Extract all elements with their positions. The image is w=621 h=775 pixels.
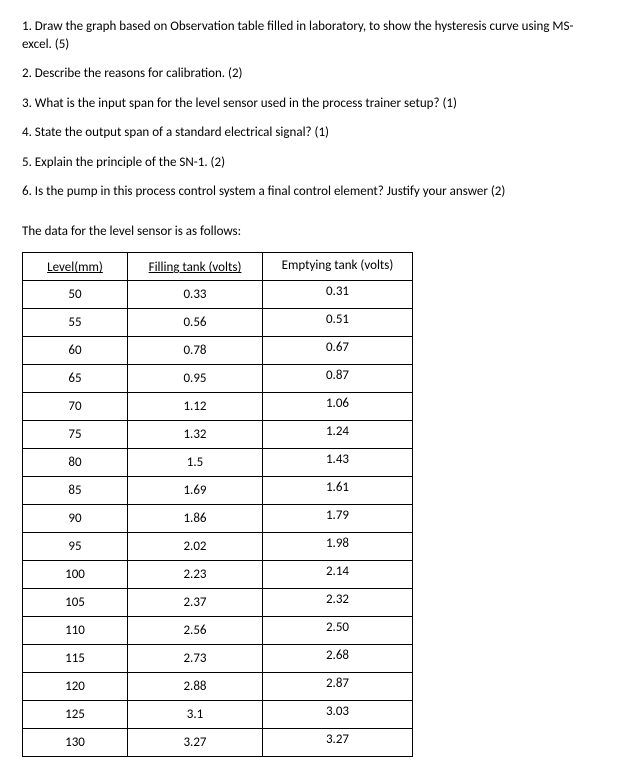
- table-row: 751.321.24: [23, 420, 413, 448]
- cell-level: 60: [23, 336, 128, 364]
- cell-filling: 2.02: [128, 532, 263, 560]
- table-row: 1253.13.03: [23, 700, 413, 728]
- cell-filling: 3.27: [128, 728, 263, 756]
- cell-level: 105: [23, 588, 128, 616]
- cell-emptying: 1.98: [263, 532, 413, 560]
- cell-filling: 2.37: [128, 588, 263, 616]
- cell-filling: 2.73: [128, 644, 263, 672]
- cell-filling: 0.95: [128, 364, 263, 392]
- sensor-data-table: Level(mm) Filling tank (volts) Emptying …: [22, 252, 413, 757]
- question-5: 5. Explain the principle of the SN-1. (2…: [22, 154, 599, 172]
- cell-emptying: 0.51: [263, 308, 413, 336]
- question-6: 6. Is the pump in this process control s…: [22, 183, 599, 201]
- table-row: 1102.562.50: [23, 616, 413, 644]
- table-row: 801.51.43: [23, 448, 413, 476]
- question-4: 4. State the output span of a standard e…: [22, 124, 599, 142]
- cell-emptying: 1.79: [263, 504, 413, 532]
- cell-emptying: 0.87: [263, 364, 413, 392]
- cell-emptying: 2.14: [263, 560, 413, 588]
- cell-filling: 0.78: [128, 336, 263, 364]
- cell-filling: 0.56: [128, 308, 263, 336]
- question-2: 2. Describe the reasons for calibration.…: [22, 65, 599, 83]
- cell-filling: 2.23: [128, 560, 263, 588]
- cell-emptying: 1.24: [263, 420, 413, 448]
- table-row: 701.121.06: [23, 392, 413, 420]
- table-row: 650.950.87: [23, 364, 413, 392]
- cell-level: 65: [23, 364, 128, 392]
- cell-level: 55: [23, 308, 128, 336]
- table-row: 851.691.61: [23, 476, 413, 504]
- table-row: 952.021.98: [23, 532, 413, 560]
- cell-level: 115: [23, 644, 128, 672]
- cell-filling: 0.33: [128, 280, 263, 308]
- col-header-emptying: Emptying tank (volts): [263, 253, 413, 281]
- cell-emptying: 3.27: [263, 728, 413, 756]
- table-row: 1052.372.32: [23, 588, 413, 616]
- cell-emptying: 2.87: [263, 672, 413, 700]
- cell-emptying: 1.61: [263, 476, 413, 504]
- table-header-row: Level(mm) Filling tank (volts) Emptying …: [23, 253, 413, 281]
- table-row: 1303.273.27: [23, 728, 413, 756]
- cell-filling: 3.1: [128, 700, 263, 728]
- col-header-filling: Filling tank (volts): [149, 260, 242, 275]
- cell-emptying: 2.68: [263, 644, 413, 672]
- question-3: 3. What is the input span for the level …: [22, 95, 599, 113]
- table-intro: The data for the level sensor is as foll…: [22, 223, 599, 241]
- cell-filling: 2.88: [128, 672, 263, 700]
- cell-level: 100: [23, 560, 128, 588]
- cell-level: 85: [23, 476, 128, 504]
- cell-filling: 1.69: [128, 476, 263, 504]
- cell-filling: 1.12: [128, 392, 263, 420]
- cell-emptying: 1.43: [263, 448, 413, 476]
- col-header-level: Level(mm): [47, 260, 103, 275]
- cell-level: 50: [23, 280, 128, 308]
- table-row: 1002.232.14: [23, 560, 413, 588]
- table-row: 550.560.51: [23, 308, 413, 336]
- table-row: 500.330.31: [23, 280, 413, 308]
- table-row: 1202.882.87: [23, 672, 413, 700]
- table-row: 600.780.67: [23, 336, 413, 364]
- cell-filling: 1.32: [128, 420, 263, 448]
- cell-filling: 2.56: [128, 616, 263, 644]
- cell-level: 75: [23, 420, 128, 448]
- cell-emptying: 2.50: [263, 616, 413, 644]
- cell-emptying: 0.31: [263, 280, 413, 308]
- cell-emptying: 2.32: [263, 588, 413, 616]
- cell-level: 90: [23, 504, 128, 532]
- cell-filling: 1.86: [128, 504, 263, 532]
- cell-level: 130: [23, 728, 128, 756]
- table-row: 1152.732.68: [23, 644, 413, 672]
- cell-level: 110: [23, 616, 128, 644]
- cell-level: 80: [23, 448, 128, 476]
- cell-level: 95: [23, 532, 128, 560]
- cell-level: 120: [23, 672, 128, 700]
- cell-emptying: 1.06: [263, 392, 413, 420]
- cell-emptying: 0.67: [263, 336, 413, 364]
- question-1: 1. Draw the graph based on Observation t…: [22, 18, 599, 53]
- table-row: 901.861.79: [23, 504, 413, 532]
- cell-emptying: 3.03: [263, 700, 413, 728]
- cell-level: 70: [23, 392, 128, 420]
- cell-filling: 1.5: [128, 448, 263, 476]
- cell-level: 125: [23, 700, 128, 728]
